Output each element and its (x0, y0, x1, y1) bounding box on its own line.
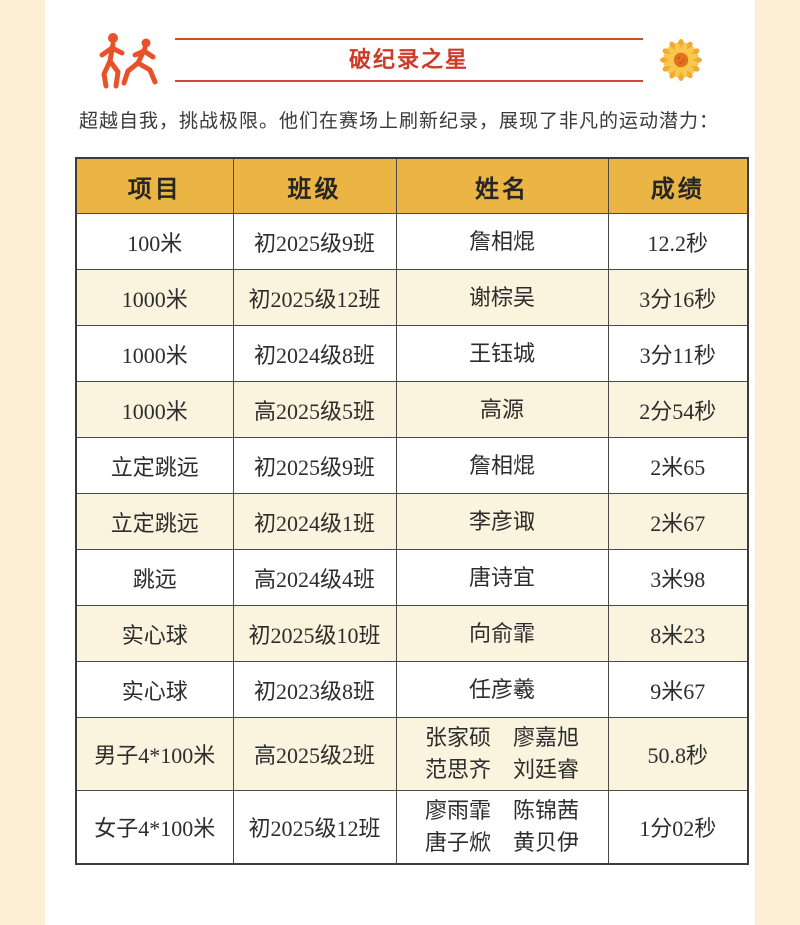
table-row: 实心球 初2023级8班 任彦羲 9米67 (75, 661, 749, 718)
event-cell: 实心球 (75, 661, 234, 718)
event-cell: 女子4*100米 (75, 789, 234, 865)
table-row: 实心球 初2025级10班 向俞霏 8米23 (75, 605, 749, 662)
name-cell: 张家硕 廖嘉旭 范思齐 刘廷睿 (395, 717, 609, 791)
name-cell: 李彦诹 (395, 493, 609, 550)
name-cell: 向俞霏 (395, 605, 609, 662)
name-cell: 唐诗宜 (395, 549, 609, 606)
result-cell: 50.8秒 (607, 717, 749, 791)
class-cell: 初2024级8班 (232, 325, 397, 382)
event-cell: 100米 (75, 213, 234, 270)
sunflower-icon (660, 39, 702, 81)
name-cell: 高源 (395, 381, 609, 438)
event-cell: 跳远 (75, 549, 234, 606)
page-card: 破纪录之星 (45, 0, 755, 925)
table-row: 1000米 高2025级5班 高源 2分54秒 (75, 381, 749, 438)
table-row: 男子4*100米 高2025级2班 张家硕 廖嘉旭 范思齐 刘廷睿 50.8秒 (75, 717, 749, 791)
class-cell: 高2025级5班 (232, 381, 397, 438)
class-cell: 初2025级9班 (232, 213, 397, 270)
result-cell: 3米98 (607, 549, 749, 606)
table-row: 立定跳远 初2024级1班 李彦诹 2米67 (75, 493, 749, 550)
header-row: 项目 班级 姓名 成绩 (75, 157, 749, 214)
event-cell: 1000米 (75, 381, 234, 438)
result-cell: 2米65 (607, 437, 749, 494)
table-row: 女子4*100米 初2025级12班 廖雨霏 陈锦茜 唐子焮 黄贝伊 1分02秒 (75, 789, 749, 865)
result-cell: 1分02秒 (607, 789, 749, 865)
result-cell: 2分54秒 (607, 381, 749, 438)
event-cell: 立定跳远 (75, 437, 234, 494)
name-cell: 谢棕吴 (395, 269, 609, 326)
name-cell: 廖雨霏 陈锦茜 唐子焮 黄贝伊 (395, 789, 609, 865)
table-row: 1000米 初2024级8班 王钰城 3分11秒 (75, 325, 749, 382)
records-table-body: 100米 初2025级9班 詹相焜 12.2秒 1000米 初2025级12班 谢棕吴 3分1… (75, 213, 749, 865)
event-cell: 1000米 (75, 269, 234, 326)
column-header-class: 班级 (232, 157, 397, 214)
result-cell: 12.2秒 (607, 213, 749, 270)
table-row: 100米 初2025级9班 詹相焜 12.2秒 (75, 213, 749, 270)
page-title: 破纪录之星 (348, 47, 469, 72)
event-cell: 立定跳远 (75, 493, 234, 550)
result-cell: 3分11秒 (607, 325, 749, 382)
intro-text: 超越自我，挑战极限。他们在赛场上刷新纪录，展现了非凡的运动潜力： (79, 111, 720, 132)
column-header-event: 项目 (75, 157, 234, 214)
event-cell: 男子4*100米 (75, 717, 234, 791)
page-header: 破纪录之星 (75, 30, 725, 90)
column-header-result: 成绩 (607, 157, 749, 214)
records-table: 项目 班级 姓名 成绩 100米 初2025级9班 詹相焜 12.2秒 1000米 初20… (75, 157, 749, 865)
title-banner: 破纪录之星 (175, 38, 643, 82)
name-cell: 王钰城 (395, 325, 609, 382)
table-row: 立定跳远 初2025级9班 詹相焜 2米65 (75, 437, 749, 494)
class-cell: 初2025级12班 (232, 269, 397, 326)
class-cell: 高2025级2班 (232, 717, 397, 791)
table-row: 跳远 高2024级4班 唐诗宜 3米98 (75, 549, 749, 606)
class-cell: 初2025级9班 (232, 437, 397, 494)
result-cell: 2米67 (607, 493, 749, 550)
name-cell: 任彦羲 (395, 661, 609, 718)
event-cell: 1000米 (75, 325, 234, 382)
name-cell: 詹相焜 (395, 437, 609, 494)
class-cell: 高2024级4班 (232, 549, 397, 606)
class-cell: 初2024级1班 (232, 493, 397, 550)
table-row: 1000米 初2025级12班 谢棕吴 3分16秒 (75, 269, 749, 326)
class-cell: 初2025级12班 (232, 789, 397, 865)
name-cell: 詹相焜 (395, 213, 609, 270)
class-cell: 初2025级10班 (232, 605, 397, 662)
result-cell: 8米23 (607, 605, 749, 662)
result-cell: 9米67 (607, 661, 749, 718)
event-cell: 实心球 (75, 605, 234, 662)
column-header-name: 姓名 (395, 157, 609, 214)
result-cell: 3分16秒 (607, 269, 749, 326)
records-table-head: 项目 班级 姓名 成绩 (75, 157, 749, 214)
class-cell: 初2023级8班 (232, 661, 397, 718)
runners-icon (99, 33, 158, 89)
